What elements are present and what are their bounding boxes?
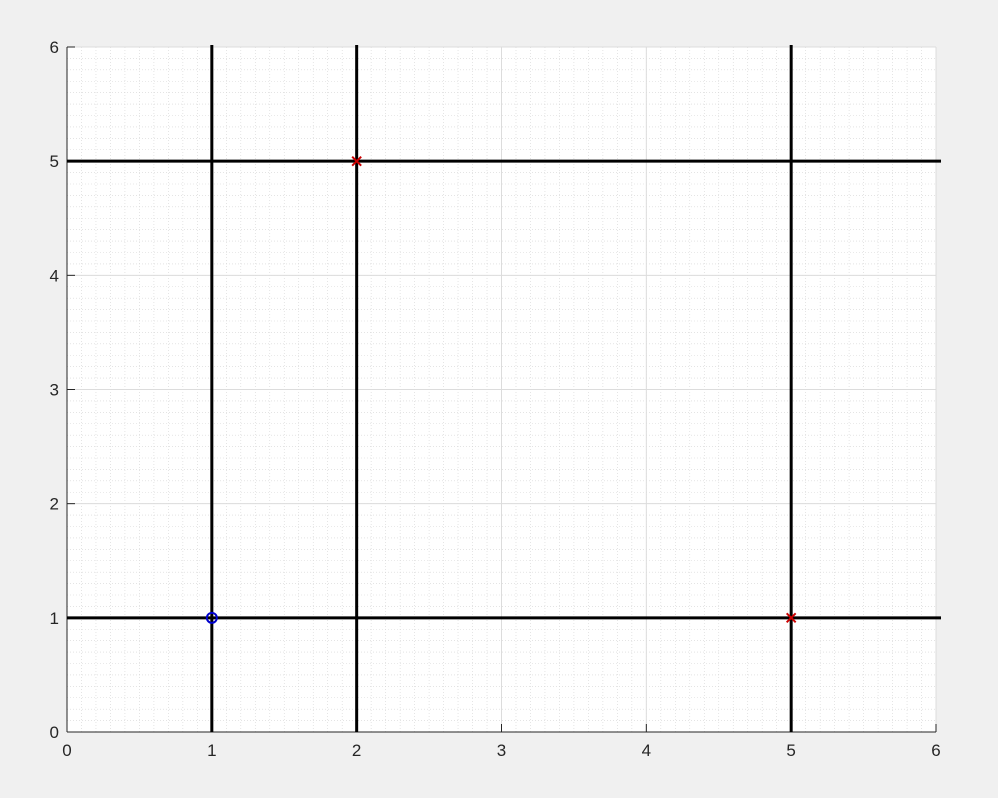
y-tick-labels: 0 1 2 3 4 5 6 <box>50 38 59 742</box>
x-tick-label: 3 <box>497 741 506 760</box>
x-tick-label: 0 <box>62 741 71 760</box>
x-tick-labels: 0 1 2 3 4 5 6 <box>62 741 940 760</box>
y-tick-label: 4 <box>50 266 59 285</box>
x-tick-label: 2 <box>352 741 361 760</box>
y-tick-label: 2 <box>50 495 59 514</box>
y-tick-label: 6 <box>50 38 59 57</box>
x-tick-label: 6 <box>931 741 940 760</box>
y-tick-label: 3 <box>50 381 59 400</box>
x-tick-label: 4 <box>642 741 651 760</box>
x-tick-label: 1 <box>207 741 216 760</box>
y-tick-label: 1 <box>50 609 59 628</box>
y-tick-label: 0 <box>50 723 59 742</box>
y-tick-label: 5 <box>50 152 59 171</box>
x-tick-label: 5 <box>786 741 795 760</box>
